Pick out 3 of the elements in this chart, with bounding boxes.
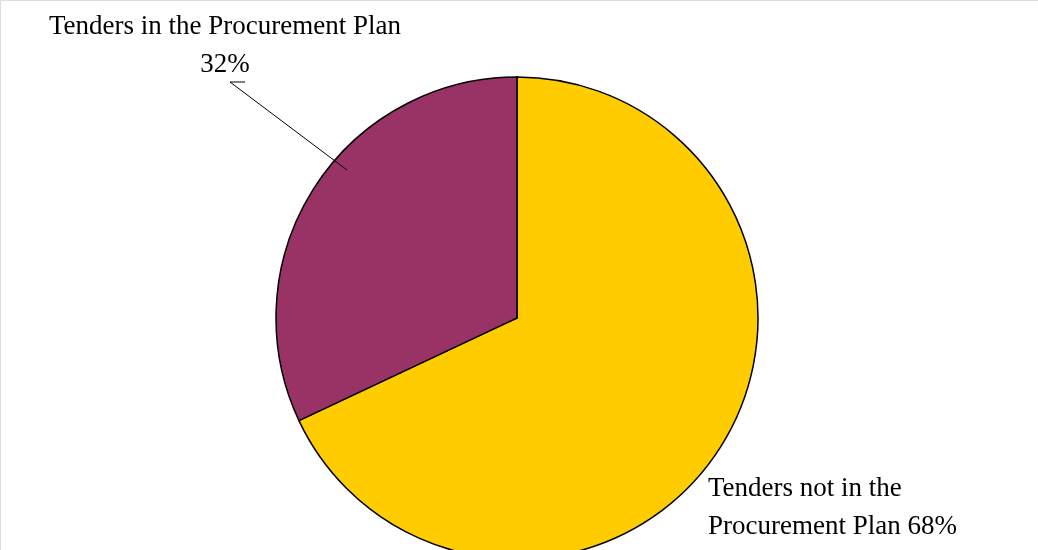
slice-label: Tenders not in the Procurement Plan 68%	[708, 472, 957, 540]
slice-label: Tenders in the Procurement Plan	[48, 10, 402, 40]
data-label: 32%	[200, 48, 250, 78]
